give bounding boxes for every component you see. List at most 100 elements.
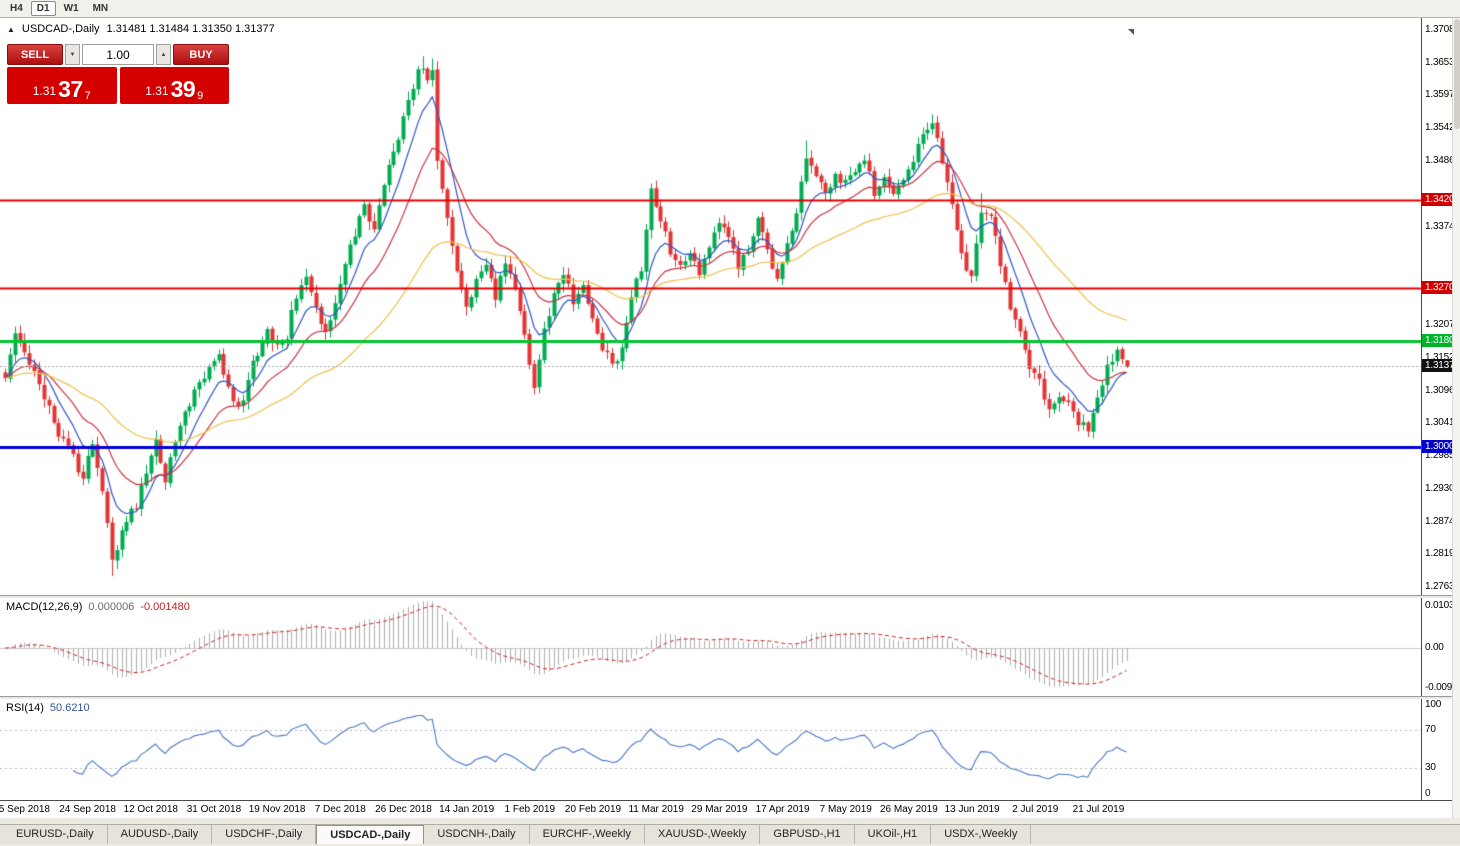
price-chart-panel: ▲ USDCAD-,Daily 1.31481 1.31484 1.31350 … [0,18,1460,595]
time-axis-label: 17 Apr 2019 [755,804,810,815]
price-axis-label: 1.28190 [1425,548,1460,560]
time-axis-label: 11 Mar 2019 [628,804,684,815]
timeframe-button-mn[interactable]: MN [92,3,109,14]
price-axis-label: 1.36530 [1425,56,1460,68]
buy-pips: 39 [170,76,196,102]
time-axis-label: 14 Jan 2019 [439,804,495,815]
time-axis-label: 7 May 2019 [819,804,872,815]
buy-price-display[interactable]: 1.31 39 9 [119,67,229,104]
chart-tab-eurchf-weekly[interactable]: EURCHF-,Weekly [529,825,645,844]
chart-shift-marker-icon[interactable] [1128,29,1134,35]
time-axis-label: 31 Oct 2018 [186,804,242,815]
rsi-axis-label: 0 [1425,788,1431,799]
chart-tab-usdchf-daily[interactable]: USDCHF-,Daily [212,825,317,844]
time-axis-label: 7 Dec 2018 [314,804,366,815]
volume-decrease-button[interactable]: ▼ [65,44,80,65]
timeframe-button-w1[interactable]: W1 [63,3,79,14]
price-axis-label: 1.29300 [1425,482,1460,494]
level-price-badge: 1.30004 [1422,440,1460,454]
chart-tab-audusd-daily[interactable]: AUDUSD-,Daily [107,825,213,844]
level-price-badge: 1.31801 [1422,334,1460,348]
vertical-scrollbar[interactable] [1452,18,1460,818]
macd-axis-label: 0.00 [1425,642,1444,653]
current-price-badge: 1.31377 [1422,359,1460,373]
price-axis-label: 1.35420 [1425,122,1460,134]
timeframe-button-d1[interactable]: D1 [30,1,56,16]
scrollbar-thumb[interactable] [1454,19,1460,129]
time-axis-label: 21 Jul 2019 [1072,804,1125,815]
price-axis-label: 1.30965 [1425,384,1460,396]
sell-button[interactable]: SELL [7,44,63,65]
chart-tab-usdcnh-daily[interactable]: USDCNH-,Daily [424,825,530,844]
panel-divider[interactable] [0,595,1460,598]
time-axis-label: 29 Mar 2019 [691,804,748,815]
chart-tab-bar: EURUSD-,Daily AUDUSD-,Daily USDCHF-,Daily U… [0,824,1460,844]
macd-panel: MACD(12,26,9) 0.000006 -0.001480 0.01031… [0,598,1460,696]
sell-big-figure: 1.31 [32,84,57,98]
chart-tab-usdcad-daily[interactable]: USDCAD-,Daily [316,825,425,844]
time-axis-label: 26 Dec 2018 [375,804,432,815]
macd-axis-label: -0.009201 [1425,682,1460,693]
level-price-badge: 1.32701 [1422,281,1460,295]
rsi-canvas[interactable] [0,699,1421,800]
rsi-panel: RSI(14) 50.6210 100 70 30 0 [0,699,1460,800]
buy-button[interactable]: BUY [173,44,229,65]
chart-symbol-label: USDCAD-,Daily [21,23,100,35]
chart-window: ▲ USDCAD-,Daily 1.31481 1.31484 1.31350 … [0,18,1460,818]
chart-tab-ukoil-h1[interactable]: UKOil-,H1 [854,825,932,844]
symbol-marker-icon: ▲ [7,24,15,34]
macd-axis-label: 0.010311 [1425,600,1460,611]
time-axis-label: 13 Jun 2019 [944,804,1000,815]
time-axis-label: 26 May 2019 [879,804,938,815]
price-axis-label: 1.32075 [1425,319,1460,331]
volume-increase-button[interactable]: ▲ [156,44,171,65]
price-axis-label: 1.31520 [1425,352,1460,363]
macd-signal-value: -0.001480 [140,601,190,613]
chevron-down-icon: ▼ [69,51,76,58]
buy-big-figure: 1.31 [145,84,169,98]
panel-divider[interactable] [0,696,1460,699]
timeframe-toolbar: H4 D1 W1 MN [0,0,1460,18]
sell-pipette: 7 [84,90,91,102]
price-axis-label: 1.33740 [1425,221,1460,233]
rsi-axis-label: 30 [1425,761,1436,773]
sell-price-display[interactable]: 1.31 37 7 [7,67,117,104]
macd-canvas[interactable] [0,598,1421,696]
time-axis-label: 20 Feb 2019 [564,804,622,815]
macd-main-value: 0.000006 [88,601,135,613]
price-axis-label: 1.27635 [1425,581,1460,592]
price-axis-label: 1.37085 [1425,24,1460,35]
macd-title: MACD(12,26,9) 0.000006 -0.001480 [6,601,190,613]
chevron-up-icon: ▲ [160,51,167,58]
price-axis-label: 1.28745 [1425,515,1460,527]
chart-tab-usdx-weekly[interactable]: USDX-,Weekly [931,825,1032,844]
time-axis-label: 2 Jul 2019 [1012,804,1059,815]
time-axis[interactable]: 5 Sep 2018 24 Sep 2018 12 Oct 2018 31 Oct 2… [0,800,1460,818]
volume-input[interactable]: 1.00 [82,44,154,65]
price-axis-label: 1.35975 [1425,89,1460,101]
chart-tab-xauusd-weekly[interactable]: XAUUSD-,Weekly [644,825,761,844]
chart-title: ▲ USDCAD-,Daily 1.31481 1.31484 1.31350 … [7,23,275,35]
rsi-name: RSI(14) [6,702,44,714]
price-axis-label: 1.30410 [1425,417,1460,429]
time-axis-label: 19 Nov 2018 [248,804,306,815]
timeframe-button-h4[interactable]: H4 [10,3,23,14]
rsi-title: RSI(14) 50.6210 [6,702,90,714]
time-axis-label: 1 Feb 2019 [504,804,556,815]
rsi-axis-label: 70 [1425,724,1436,736]
macd-name: MACD(12,26,9) [6,601,83,613]
candlestick-canvas[interactable] [0,18,1421,595]
time-axis-label: 12 Oct 2018 [123,804,178,815]
time-axis-label: 5 Sep 2018 [0,804,50,815]
sell-pips: 37 [58,76,83,102]
rsi-axis-label: 100 [1425,699,1442,710]
chart-tab-eurusd-daily[interactable]: EURUSD-,Daily [3,825,108,844]
one-click-trading-widget: SELL ▼ 1.00 ▲ BUY 1.31 37 7 1.31 39 9 [7,44,229,104]
price-axis-label: 1.34865 [1425,154,1460,166]
chart-ohlc-values: 1.31481 1.31484 1.31350 1.31377 [106,23,275,35]
level-price-badge: 1.34206 [1422,192,1460,206]
rsi-value: 50.6210 [49,702,90,714]
price-axis-label: 1.29855 [1425,450,1460,462]
chart-tab-gbpusd-h1[interactable]: GBPUSD-,H1 [760,825,855,844]
